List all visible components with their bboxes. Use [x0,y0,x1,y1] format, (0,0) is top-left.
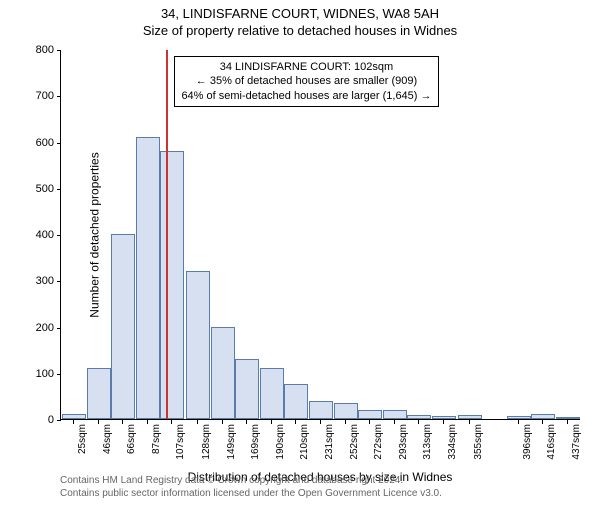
x-tick-mark [369,420,370,424]
x-tick-label: 87sqm [151,424,162,454]
histogram-bar [531,414,555,419]
y-tick-mark [57,281,61,282]
y-tick-label: 700 [24,90,54,102]
histogram-bar [260,368,284,419]
x-tick-label: 149sqm [226,424,237,460]
copyright-line1: Contains HM Land Registry data © Crown c… [60,474,442,487]
annotation-box: 34 LINDISFARNE COURT: 102sqm← 35% of det… [174,56,438,107]
y-tick-label: 100 [24,368,54,380]
histogram-bar [186,271,210,419]
histogram-bar [160,151,184,419]
histogram-bar [235,359,259,419]
x-tick-label: 355sqm [473,424,484,460]
y-tick-mark [57,50,61,51]
x-tick-mark [271,420,272,424]
histogram-bar [432,416,456,419]
y-tick-mark [57,374,61,375]
x-tick-label: 272sqm [373,424,384,460]
x-tick-mark [122,420,123,424]
x-tick-mark [542,420,543,424]
copyright-notice: Contains HM Land Registry data © Crown c… [60,474,442,500]
x-tick-mark [567,420,568,424]
annotation-line2: ← 35% of detached houses are smaller (90… [181,74,431,88]
x-tick-mark [345,420,346,424]
y-tick-mark [57,420,61,421]
x-tick-label: 46sqm [102,424,113,454]
histogram-chart: Number of detached properties 34 LINDISF… [60,50,580,420]
property-marker-line [166,50,168,419]
y-tick-label: 200 [24,322,54,334]
x-tick-mark [418,420,419,424]
histogram-bar [407,415,431,419]
histogram-bar [458,415,482,419]
x-tick-label: 293sqm [398,424,409,460]
x-tick-label: 66sqm [126,424,137,454]
page-title-line2: Size of property relative to detached ho… [0,23,600,38]
y-tick-label: 800 [24,44,54,56]
histogram-bar [284,384,308,419]
page-title-line1: 34, LINDISFARNE COURT, WIDNES, WA8 5AH [0,6,600,21]
annotation-line1: 34 LINDISFARNE COURT: 102sqm [181,60,431,74]
y-tick-label: 300 [24,275,54,287]
x-tick-mark [197,420,198,424]
x-tick-label: 128sqm [201,424,212,460]
x-tick-label: 210sqm [299,424,310,460]
x-tick-label: 396sqm [522,424,533,460]
histogram-bar [556,417,580,419]
x-tick-mark [98,420,99,424]
plot-area: 34 LINDISFARNE COURT: 102sqm← 35% of det… [60,50,580,420]
y-tick-label: 600 [24,137,54,149]
histogram-bar [111,234,135,419]
x-tick-mark [394,420,395,424]
x-tick-label: 416sqm [546,424,557,460]
x-tick-label: 190sqm [275,424,286,460]
x-tick-label: 252sqm [349,424,360,460]
histogram-bar [62,414,86,419]
y-tick-label: 400 [24,229,54,241]
copyright-line2: Contains public sector information licen… [60,487,442,500]
histogram-bar [334,403,358,419]
x-tick-label: 231sqm [324,424,335,460]
x-tick-mark [518,420,519,424]
y-tick-mark [57,189,61,190]
x-tick-label: 25sqm [77,424,88,454]
histogram-bar [136,137,160,419]
x-tick-label: 169sqm [250,424,261,460]
x-tick-label: 334sqm [447,424,458,460]
histogram-bar [309,401,333,420]
x-tick-mark [246,420,247,424]
x-tick-mark [222,420,223,424]
x-tick-mark [295,420,296,424]
y-tick-label: 0 [24,414,54,426]
y-tick-mark [57,328,61,329]
x-tick-mark [147,420,148,424]
histogram-bar [358,410,382,419]
x-tick-mark [469,420,470,424]
histogram-bar [507,416,531,419]
histogram-bar [383,410,407,419]
x-tick-label: 313sqm [422,424,433,460]
x-tick-mark [320,420,321,424]
histogram-bar [211,327,235,420]
annotation-line3: 64% of semi-detached houses are larger (… [181,89,431,103]
y-tick-mark [57,96,61,97]
x-tick-mark [171,420,172,424]
x-tick-mark [73,420,74,424]
histogram-bar [87,368,111,419]
y-tick-mark [57,235,61,236]
y-tick-mark [57,143,61,144]
x-tick-label: 437sqm [571,424,582,460]
x-tick-mark [443,420,444,424]
x-tick-label: 107sqm [175,424,186,460]
y-tick-label: 500 [24,183,54,195]
